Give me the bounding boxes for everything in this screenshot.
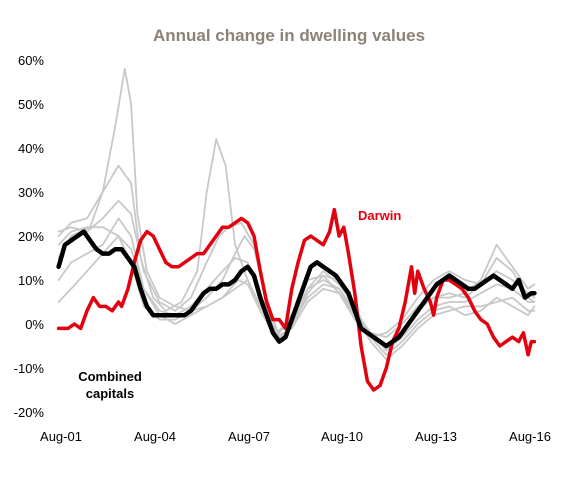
chart-title: Annual change in dwelling values bbox=[153, 26, 425, 45]
darwin-annotation: Darwin bbox=[358, 208, 401, 223]
x-tick-label: Aug-13 bbox=[415, 429, 457, 444]
y-tick-label: 30% bbox=[18, 185, 44, 200]
x-tick-label: Aug-10 bbox=[321, 429, 363, 444]
annotations-group: Combined capitals Darwin bbox=[78, 208, 401, 401]
darwin-line bbox=[56, 207, 537, 392]
y-axis-tick-labels: 60% 50% 40% 30% 20% 10% 0% -10% -20% bbox=[14, 53, 45, 420]
combined-capitals-annotation: capitals bbox=[86, 386, 134, 401]
x-tick-label: Aug-01 bbox=[40, 429, 82, 444]
y-tick-label: -20% bbox=[14, 405, 45, 420]
y-tick-label: 50% bbox=[18, 97, 44, 112]
y-tick-label: 60% bbox=[18, 53, 44, 68]
y-tick-label: 20% bbox=[18, 229, 44, 244]
combined-capitals-line bbox=[56, 229, 537, 349]
background-series-group bbox=[57, 67, 536, 361]
y-tick-label: 0% bbox=[25, 317, 44, 332]
highlight-series-group bbox=[56, 207, 537, 392]
x-tick-label: Aug-07 bbox=[228, 429, 270, 444]
y-tick-label: 40% bbox=[18, 141, 44, 156]
x-axis-tick-labels: Aug-01 Aug-04 Aug-07 Aug-10 Aug-13 Aug-16 bbox=[40, 429, 551, 444]
x-tick-label: Aug-16 bbox=[509, 429, 551, 444]
y-tick-label: 10% bbox=[18, 273, 44, 288]
combined-capitals-annotation: Combined bbox=[78, 369, 142, 384]
x-tick-label: Aug-04 bbox=[134, 429, 176, 444]
y-tick-label: -10% bbox=[14, 361, 45, 376]
